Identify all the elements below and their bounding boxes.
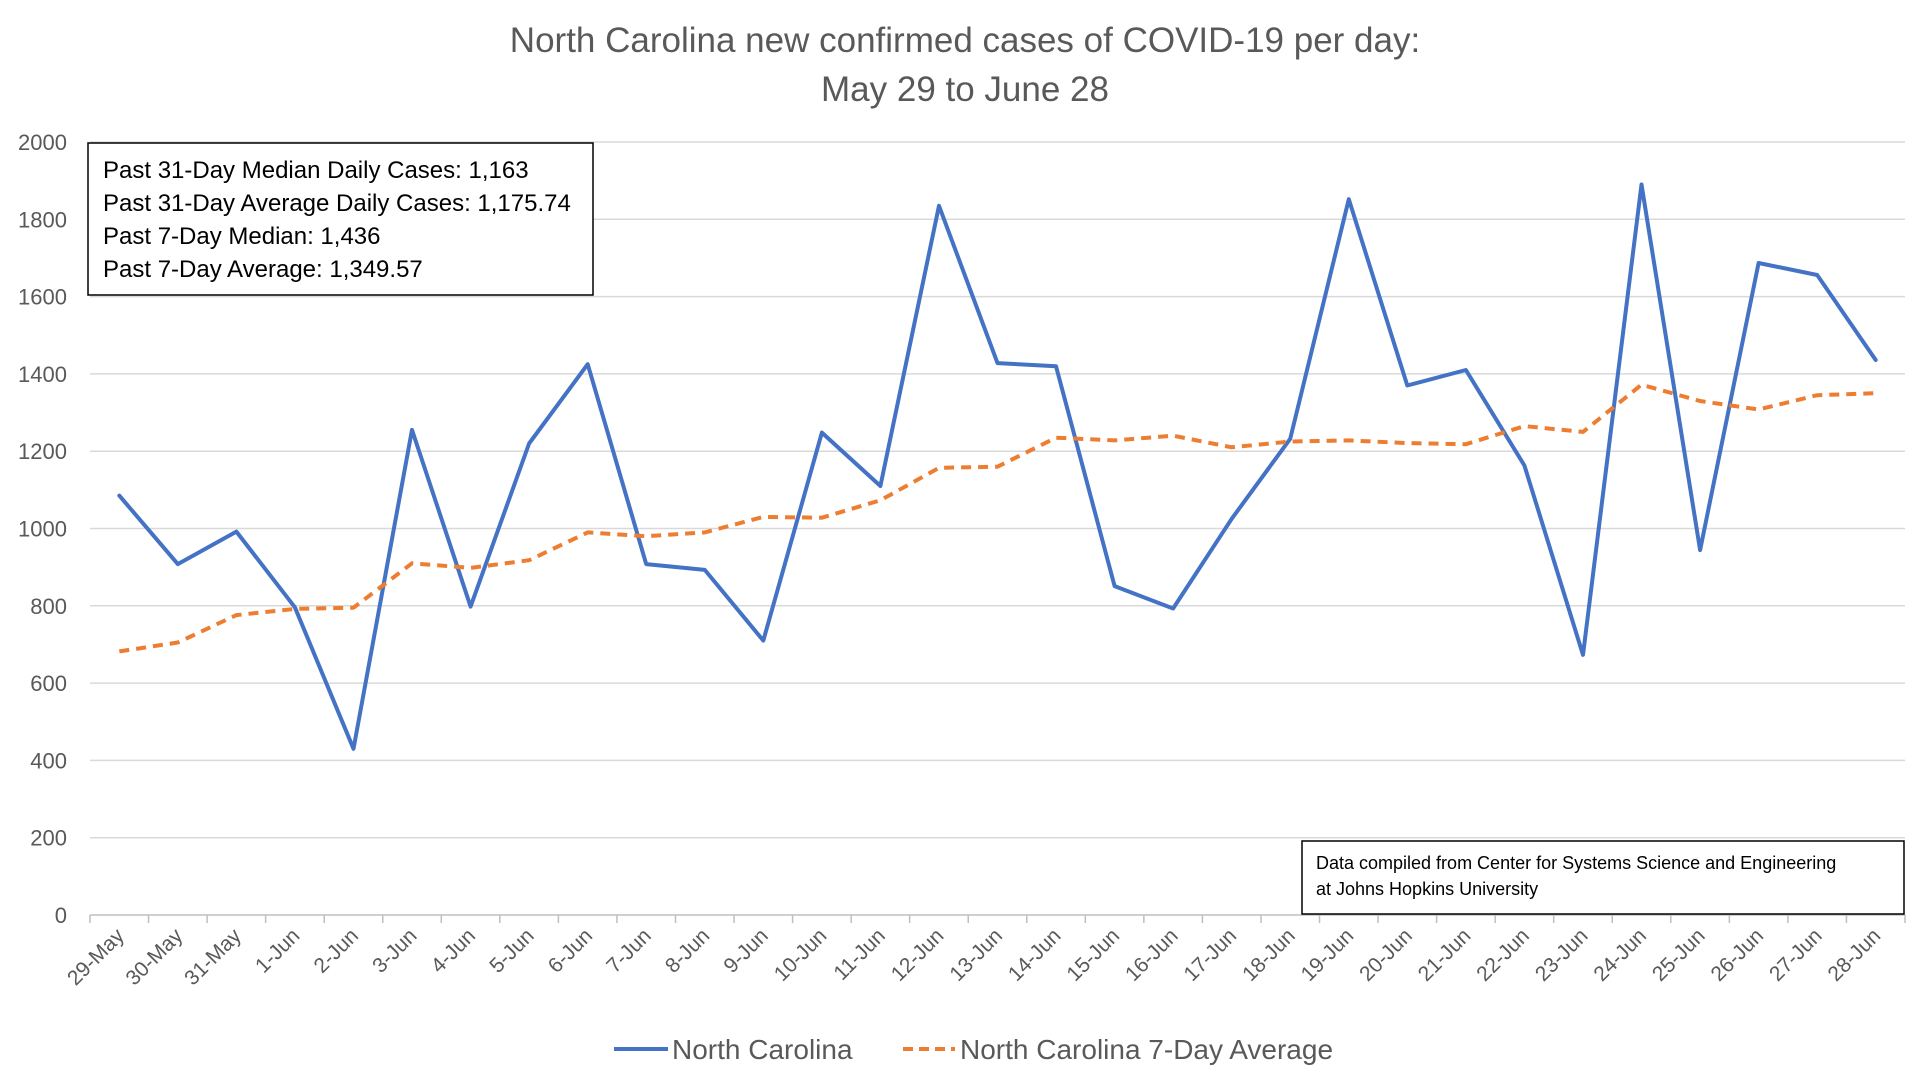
x-tick-label: 17-Jun	[1180, 924, 1242, 986]
x-axis	[90, 915, 1905, 923]
stats-line-4: Past 7-Day Average: 1,349.57	[103, 256, 423, 283]
x-tick-label: 29-May	[63, 924, 129, 990]
y-tick-label: 0	[55, 903, 67, 928]
source-line-1: Data compiled from Center for Systems Sc…	[1316, 853, 1836, 873]
x-tick-label: 18-Jun	[1238, 924, 1300, 986]
x-tick-label: 14-Jun	[1004, 924, 1066, 986]
x-tick-label: 26-Jun	[1706, 924, 1768, 986]
x-tick-label: 9-Jun	[719, 924, 772, 977]
y-tick-label: 400	[30, 748, 67, 773]
legend-label-north-carolina: North Carolina	[672, 1034, 853, 1065]
x-tick-label: 25-Jun	[1648, 924, 1710, 986]
x-tick-label: 10-Jun	[770, 924, 832, 986]
stats-line-1: Past 31-Day Median Daily Cases: 1,163	[103, 157, 529, 184]
chart-legend: North Carolina North Carolina 7-Day Aver…	[614, 1034, 1333, 1065]
x-tick-label: 13-Jun	[945, 924, 1007, 986]
x-tick-label: 28-Jun	[1824, 924, 1886, 986]
legend-label-7-day-average: North Carolina 7-Day Average	[960, 1034, 1333, 1065]
stats-line-2: Past 31-Day Average Daily Cases: 1,175.7…	[103, 190, 571, 217]
x-tick-label: 19-Jun	[1297, 924, 1359, 986]
x-tick-label: 30-May	[122, 924, 188, 990]
y-tick-label: 1800	[18, 207, 67, 232]
source-line-2: at Johns Hopkins University	[1316, 879, 1538, 899]
y-tick-label: 1400	[18, 362, 67, 387]
chart-title-line2: May 29 to June 28	[821, 70, 1109, 109]
x-tick-label: 23-Jun	[1531, 924, 1593, 986]
x-tick-label: 16-Jun	[1121, 924, 1183, 986]
x-tick-label: 4-Jun	[427, 924, 480, 977]
x-tick-label: 20-Jun	[1355, 924, 1417, 986]
chart-title-line1: North Carolina new confirmed cases of CO…	[510, 21, 1420, 60]
x-tick-label: 7-Jun	[602, 924, 655, 977]
source-annotation-box: Data compiled from Center for Systems Sc…	[1302, 841, 1904, 914]
x-tick-label: 27-Jun	[1765, 924, 1827, 986]
x-tick-label: 15-Jun	[1062, 924, 1124, 986]
y-tick-label: 600	[30, 671, 67, 696]
x-tick-label: 8-Jun	[661, 924, 714, 977]
y-tick-label: 200	[30, 826, 67, 851]
x-tick-label: 22-Jun	[1472, 924, 1534, 986]
x-tick-label: 3-Jun	[368, 924, 421, 977]
y-tick-label: 1600	[18, 285, 67, 310]
x-tick-label: 5-Jun	[485, 924, 538, 977]
x-tick-label: 2-Jun	[310, 924, 363, 977]
y-tick-label: 2000	[18, 130, 67, 155]
x-tick-label: 21-Jun	[1414, 924, 1476, 986]
stats-line-3: Past 7-Day Median: 1,436	[103, 223, 381, 250]
y-tick-label: 1200	[18, 439, 67, 464]
y-axis-tick-labels: 0 200 400 600 800 1000 1200 1400 1600 1800 2000	[18, 130, 67, 928]
stats-annotation-box: Past 31-Day Median Daily Cases: 1,163 Pa…	[88, 143, 593, 295]
y-tick-label: 800	[30, 594, 67, 619]
x-tick-label: 1-Jun	[251, 924, 304, 977]
x-tick-label: 24-Jun	[1589, 924, 1651, 986]
y-tick-label: 1000	[18, 517, 67, 542]
x-tick-label: 31-May	[180, 924, 246, 990]
x-tick-label: 12-Jun	[887, 924, 949, 986]
x-tick-label: 6-Jun	[544, 924, 597, 977]
x-tick-label: 11-Jun	[829, 924, 890, 985]
